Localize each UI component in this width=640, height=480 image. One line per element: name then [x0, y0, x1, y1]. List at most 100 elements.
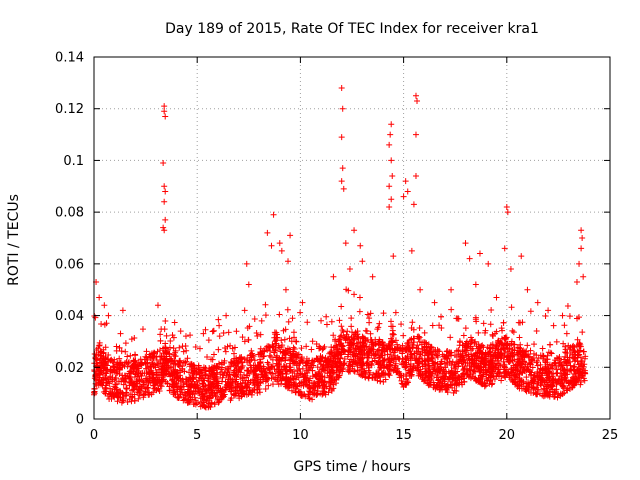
data-point [338, 332, 345, 339]
data-point [554, 369, 561, 376]
data-point [506, 345, 513, 352]
data-point [351, 353, 358, 360]
data-point [508, 340, 515, 347]
scatter-points [91, 85, 589, 411]
data-point [148, 367, 155, 374]
data-point [218, 391, 225, 398]
data-point [201, 403, 208, 410]
data-point [202, 372, 209, 379]
data-point [284, 306, 291, 313]
data-point [390, 253, 397, 260]
data-point [262, 376, 269, 383]
data-point [292, 376, 299, 383]
data-point [243, 260, 250, 267]
data-point [338, 178, 345, 185]
data-point [555, 377, 562, 384]
data-point [531, 341, 538, 348]
data-point [387, 351, 394, 358]
data-point [570, 363, 577, 370]
data-point [460, 332, 467, 339]
data-point [287, 232, 294, 239]
data-point [205, 337, 212, 344]
data-point [214, 389, 221, 396]
plot-border [93, 56, 611, 420]
data-point [245, 336, 252, 343]
data-point [154, 302, 161, 309]
data-point [429, 322, 436, 329]
data-point [254, 362, 261, 369]
data-point [476, 368, 483, 375]
data-point [362, 370, 369, 377]
data-point [390, 331, 397, 338]
data-point [335, 372, 342, 379]
y-tick-label: 0.06 [55, 257, 84, 272]
data-point [386, 141, 393, 148]
data-point [435, 348, 442, 355]
data-point [270, 349, 277, 356]
data-point [448, 362, 455, 369]
data-point [429, 362, 436, 369]
data-point [264, 229, 271, 236]
data-point [578, 227, 585, 234]
data-point [480, 371, 487, 378]
data-point [561, 374, 568, 381]
data-point [143, 348, 150, 355]
data-point [352, 345, 359, 352]
data-point [527, 347, 534, 354]
data-point [392, 362, 399, 369]
data-point [262, 312, 269, 319]
data-point [561, 322, 568, 329]
data-point [539, 345, 546, 352]
data-point [279, 342, 286, 349]
data-point [369, 374, 376, 381]
data-point [335, 337, 342, 344]
data-point [416, 324, 423, 331]
data-point [281, 336, 288, 343]
data-point [559, 312, 566, 319]
data-point [580, 363, 587, 370]
data-point [546, 341, 553, 348]
data-point [537, 361, 544, 368]
data-point [363, 328, 370, 335]
data-point [282, 354, 289, 361]
data-point [116, 366, 123, 373]
data-point [354, 361, 361, 368]
data-point [97, 367, 104, 374]
data-point [462, 325, 469, 332]
y-tick-label: 0.12 [55, 102, 84, 117]
data-point [419, 348, 426, 355]
data-point [369, 339, 376, 346]
data-point [215, 399, 222, 406]
data-point [503, 203, 510, 210]
data-point [118, 399, 125, 406]
data-point [158, 383, 165, 390]
data-point [453, 353, 460, 360]
data-point [172, 353, 179, 360]
data-point [513, 374, 520, 381]
data-point [303, 381, 310, 388]
data-point [187, 332, 194, 339]
data-point [367, 330, 374, 337]
data-point [449, 374, 456, 381]
data-point [388, 355, 395, 362]
data-point [436, 383, 443, 390]
data-point [347, 368, 354, 375]
data-point [459, 362, 466, 369]
data-point [232, 390, 239, 397]
data-point [460, 375, 467, 382]
data-point [154, 348, 161, 355]
data-point [545, 307, 552, 314]
data-point [540, 353, 547, 360]
data-point [136, 386, 143, 393]
data-point [370, 346, 377, 353]
data-point [389, 172, 396, 179]
data-point [160, 160, 167, 167]
data-point [326, 372, 333, 379]
data-point [567, 344, 574, 351]
data-point [552, 389, 559, 396]
data-point [231, 355, 238, 362]
data-point [139, 326, 146, 333]
data-point [126, 359, 133, 366]
data-point [441, 360, 448, 367]
data-point [576, 343, 583, 350]
